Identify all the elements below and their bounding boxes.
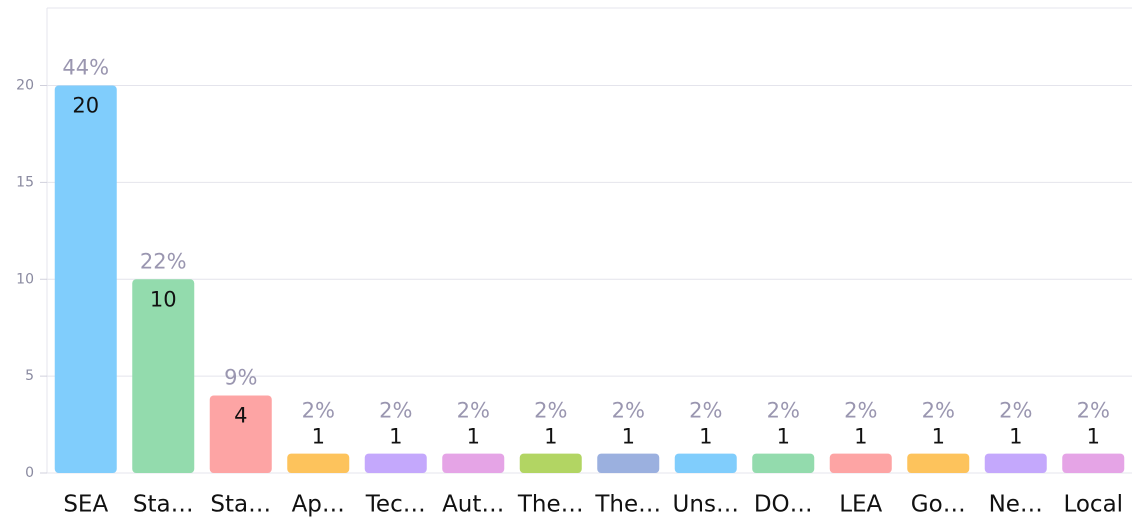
bar (984, 453, 1047, 473)
x-tick-label: Uns… (673, 492, 739, 518)
bar (364, 453, 427, 473)
percent-label: 2% (534, 399, 567, 423)
bar (54, 85, 117, 473)
x-tick-label: Go… (911, 492, 966, 518)
bar (442, 453, 505, 473)
bar (674, 453, 737, 473)
x-tick-label: Local (1063, 492, 1123, 518)
value-label: 1 (544, 425, 557, 449)
x-tick-label: DO… (754, 492, 813, 518)
value-label: 10 (150, 287, 177, 311)
y-tick-label: 0 (25, 465, 34, 481)
bar (907, 453, 970, 473)
percent-label: 44% (62, 56, 109, 80)
value-label: 1 (622, 425, 635, 449)
bar (752, 453, 815, 473)
y-tick-label: 10 (16, 271, 34, 287)
percent-label: 2% (1077, 399, 1110, 423)
value-label: 1 (777, 425, 790, 449)
value-label: 1 (389, 425, 402, 449)
percent-label: 2% (457, 399, 490, 423)
x-tick-label: Sta… (133, 492, 194, 518)
x-tick-label: Aut… (442, 492, 504, 518)
x-tick-label: Sta… (210, 492, 271, 518)
x-tick-label: Ap… (292, 492, 345, 518)
bar (1062, 453, 1125, 473)
bar (287, 453, 350, 473)
y-tick-label: 15 (16, 174, 34, 190)
percent-label: 2% (302, 399, 335, 423)
x-tick-label: The… (517, 492, 584, 518)
percent-label: 2% (767, 399, 800, 423)
bar (132, 279, 195, 473)
value-label: 1 (1009, 425, 1022, 449)
x-tick-label: SEA (63, 492, 108, 518)
bar (829, 453, 892, 473)
percent-label: 2% (379, 399, 412, 423)
value-label: 1 (932, 425, 945, 449)
percent-label: 2% (612, 399, 645, 423)
bar (209, 395, 272, 473)
value-label: 1 (1087, 425, 1100, 449)
percent-label: 9% (224, 366, 257, 390)
percent-label: 2% (844, 399, 877, 423)
y-tick-label: 20 (16, 78, 34, 94)
x-tick-label: The… (594, 492, 661, 518)
percent-label: 2% (999, 399, 1032, 423)
bar (519, 453, 582, 473)
value-label: 20 (72, 94, 99, 118)
x-tick-label: Ne… (989, 492, 1043, 518)
percent-label: 2% (922, 399, 955, 423)
value-label: 1 (312, 425, 325, 449)
percent-label: 22% (140, 249, 187, 273)
value-label: 4 (234, 404, 247, 428)
value-label: 1 (467, 425, 480, 449)
value-label: 1 (854, 425, 867, 449)
y-tick-label: 5 (25, 368, 34, 384)
value-label: 1 (699, 425, 712, 449)
x-tick-label: Tec… (365, 492, 426, 518)
bar (597, 453, 660, 473)
x-tick-label: LEA (839, 492, 882, 518)
percent-label: 2% (689, 399, 722, 423)
